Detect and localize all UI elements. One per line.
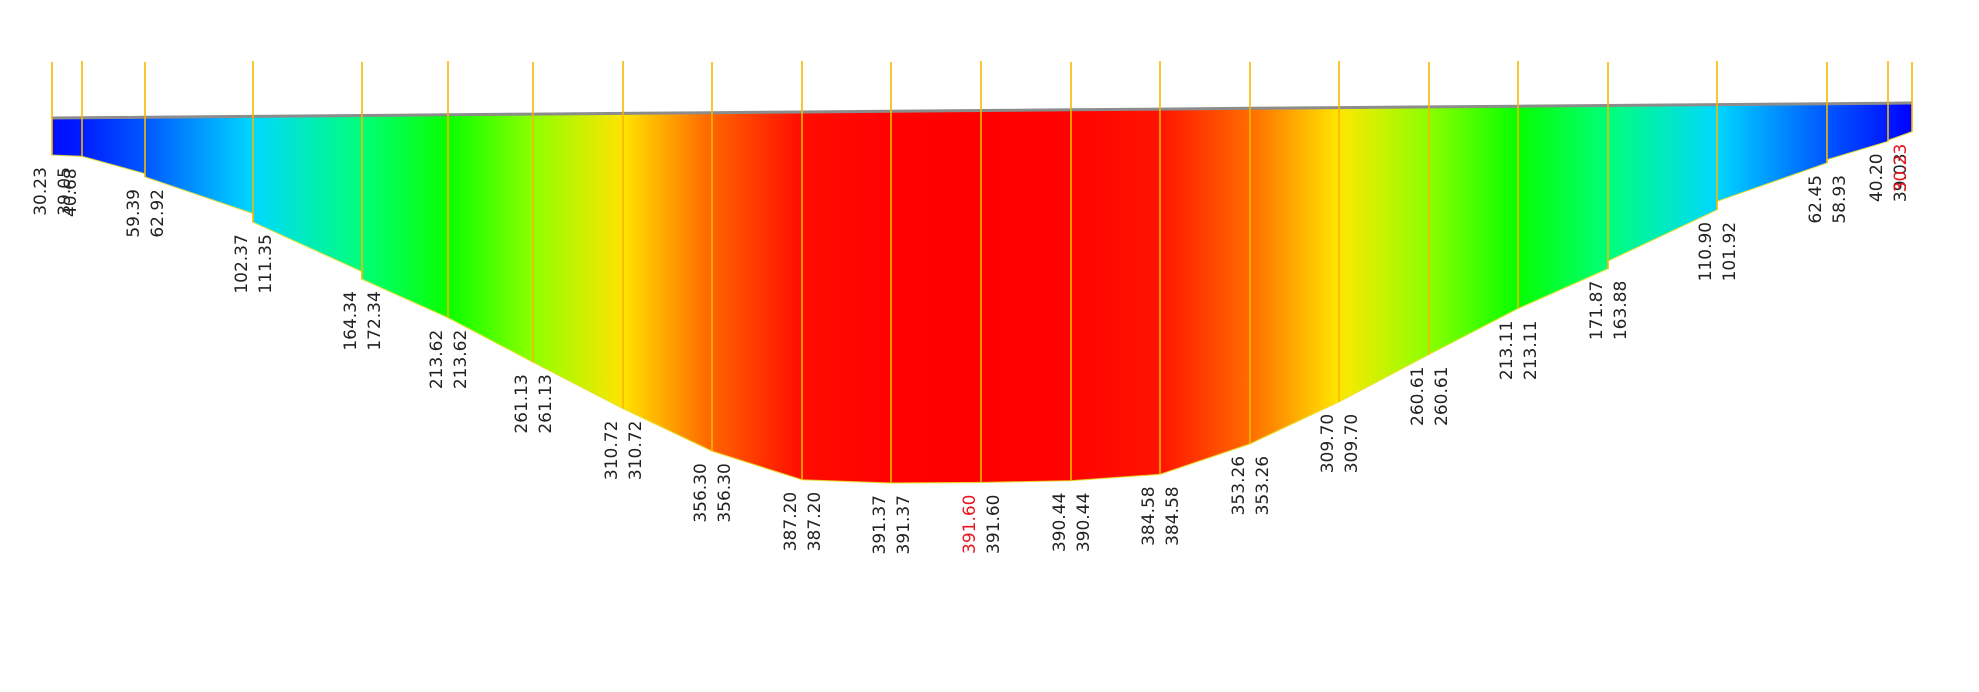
value-label: 260.61 xyxy=(1432,367,1452,426)
value-label: 39.05 xyxy=(55,167,75,216)
value-label: 391.60 xyxy=(960,495,980,554)
value-label: 356.30 xyxy=(691,463,711,522)
value-label: 58.93 xyxy=(1830,175,1850,224)
value-label: 310.72 xyxy=(602,421,622,480)
value-label: 213.62 xyxy=(451,330,471,389)
value-label: 59.39 xyxy=(124,189,144,238)
station-lines xyxy=(51,61,1913,483)
value-label: 39.03 xyxy=(1891,153,1911,202)
value-label: 101.92 xyxy=(1720,222,1740,281)
value-label: 261.13 xyxy=(512,374,532,433)
value-label: 30.23 xyxy=(1891,144,1911,193)
value-label: 387.20 xyxy=(781,492,801,551)
value-label: 390.44 xyxy=(1050,493,1070,552)
value-label: 110.90 xyxy=(1696,222,1716,281)
value-label: 387.20 xyxy=(805,492,825,551)
value-label: 213.62 xyxy=(427,330,447,389)
value-label: 310.72 xyxy=(626,421,646,480)
value-label: 164.34 xyxy=(341,291,361,350)
value-label: 62.92 xyxy=(148,189,168,238)
value-label: 171.87 xyxy=(1587,281,1607,340)
value-label: 391.60 xyxy=(984,495,1004,554)
diagram-fill xyxy=(52,103,1912,483)
value-label: 391.37 xyxy=(894,495,914,554)
value-label: 384.58 xyxy=(1163,486,1183,545)
value-label: 391.37 xyxy=(870,495,890,554)
value-label: 163.88 xyxy=(1611,281,1631,340)
value-label: 62.45 xyxy=(1806,175,1826,224)
value-label: 213.11 xyxy=(1521,321,1541,380)
value-label: 353.26 xyxy=(1253,456,1273,515)
value-label: 30.23 xyxy=(31,167,51,216)
value-label: 111.35 xyxy=(256,234,276,293)
value-label: 172.34 xyxy=(365,291,385,350)
value-label: 356.30 xyxy=(715,463,735,522)
value-label: 384.58 xyxy=(1139,486,1159,545)
value-label: 390.44 xyxy=(1074,493,1094,552)
value-label: 261.13 xyxy=(536,374,556,433)
value-label: 309.70 xyxy=(1318,414,1338,473)
value-label: 260.61 xyxy=(1408,367,1428,426)
value-label: 102.37 xyxy=(232,234,252,293)
value-label: 353.26 xyxy=(1229,456,1249,515)
value-label: 40.20 xyxy=(1867,153,1887,202)
value-label: 213.11 xyxy=(1497,321,1517,380)
value-label: 309.70 xyxy=(1342,414,1362,473)
value-label: 40.68 xyxy=(61,168,81,217)
